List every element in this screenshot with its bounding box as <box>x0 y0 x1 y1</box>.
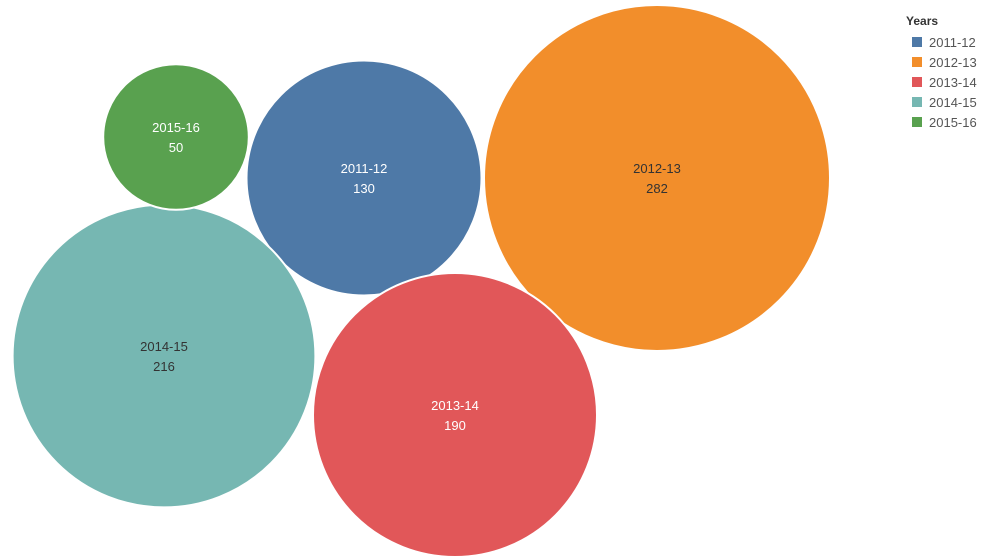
legend-items: 2011-12 2012-13 2013-14 2014-15 2015-16 <box>912 35 977 130</box>
bubble-name-label-2012-13: 2012-13 <box>633 161 681 176</box>
bubble-name-label-2015-16: 2015-16 <box>152 120 200 135</box>
bubble-value-label-2011-12: 130 <box>353 181 375 196</box>
legend-swatch-2011-12 <box>912 37 922 47</box>
legend-label-2011-12: 2011-12 <box>929 35 976 50</box>
bubble-2013-14[interactable]: 2013-14 190 <box>312 272 598 557</box>
bubble-value-label-2015-16: 50 <box>169 140 183 155</box>
bubble-value-label-2014-15: 216 <box>153 359 175 374</box>
legend-swatch-2014-15 <box>912 97 922 107</box>
bubble-circle-2012-13[interactable] <box>483 4 831 352</box>
legend-swatch-2015-16 <box>912 117 922 127</box>
bubble-value-label-2013-14: 190 <box>444 418 466 433</box>
bubble-2012-13[interactable]: 2012-13 282 <box>483 4 831 352</box>
legend-title: Years <box>906 14 938 28</box>
legend-item-2011-12[interactable]: 2011-12 <box>912 35 976 50</box>
bubble-name-label-2013-14: 2013-14 <box>431 398 479 413</box>
legend-item-2014-15[interactable]: 2014-15 <box>912 95 977 110</box>
legend-label-2014-15: 2014-15 <box>929 95 977 110</box>
bubble-name-label-2014-15: 2014-15 <box>140 339 188 354</box>
bubble-2014-15[interactable]: 2014-15 216 <box>11 203 317 509</box>
bubble-name-label-2011-12: 2011-12 <box>341 161 388 176</box>
bubble-circle-2014-15[interactable] <box>11 203 317 509</box>
legend: Years 2011-12 2012-13 2013-14 2014-15 2015-1… <box>906 14 977 130</box>
bubble-circle-2013-14[interactable] <box>312 272 598 557</box>
legend-item-2012-13[interactable]: 2012-13 <box>912 55 977 70</box>
bubble-value-label-2012-13: 282 <box>646 181 668 196</box>
legend-label-2012-13: 2012-13 <box>929 55 977 70</box>
legend-swatch-2013-14 <box>912 77 922 87</box>
bubble-2015-16[interactable]: 2015-16 50 <box>102 63 250 211</box>
legend-swatch-2012-13 <box>912 57 922 67</box>
bubbles-layer: 2011-12 130 2012-13 282 2013-14 190 2014-15 216… <box>11 4 831 557</box>
legend-label-2015-16: 2015-16 <box>929 115 977 130</box>
bubble-circle-2011-12[interactable] <box>245 59 483 297</box>
legend-label-2013-14: 2013-14 <box>929 75 977 90</box>
legend-item-2013-14[interactable]: 2013-14 <box>912 75 977 90</box>
bubble-2011-12[interactable]: 2011-12 130 <box>245 59 483 297</box>
bubble-circle-2015-16[interactable] <box>102 63 250 211</box>
legend-item-2015-16[interactable]: 2015-16 <box>912 115 977 130</box>
